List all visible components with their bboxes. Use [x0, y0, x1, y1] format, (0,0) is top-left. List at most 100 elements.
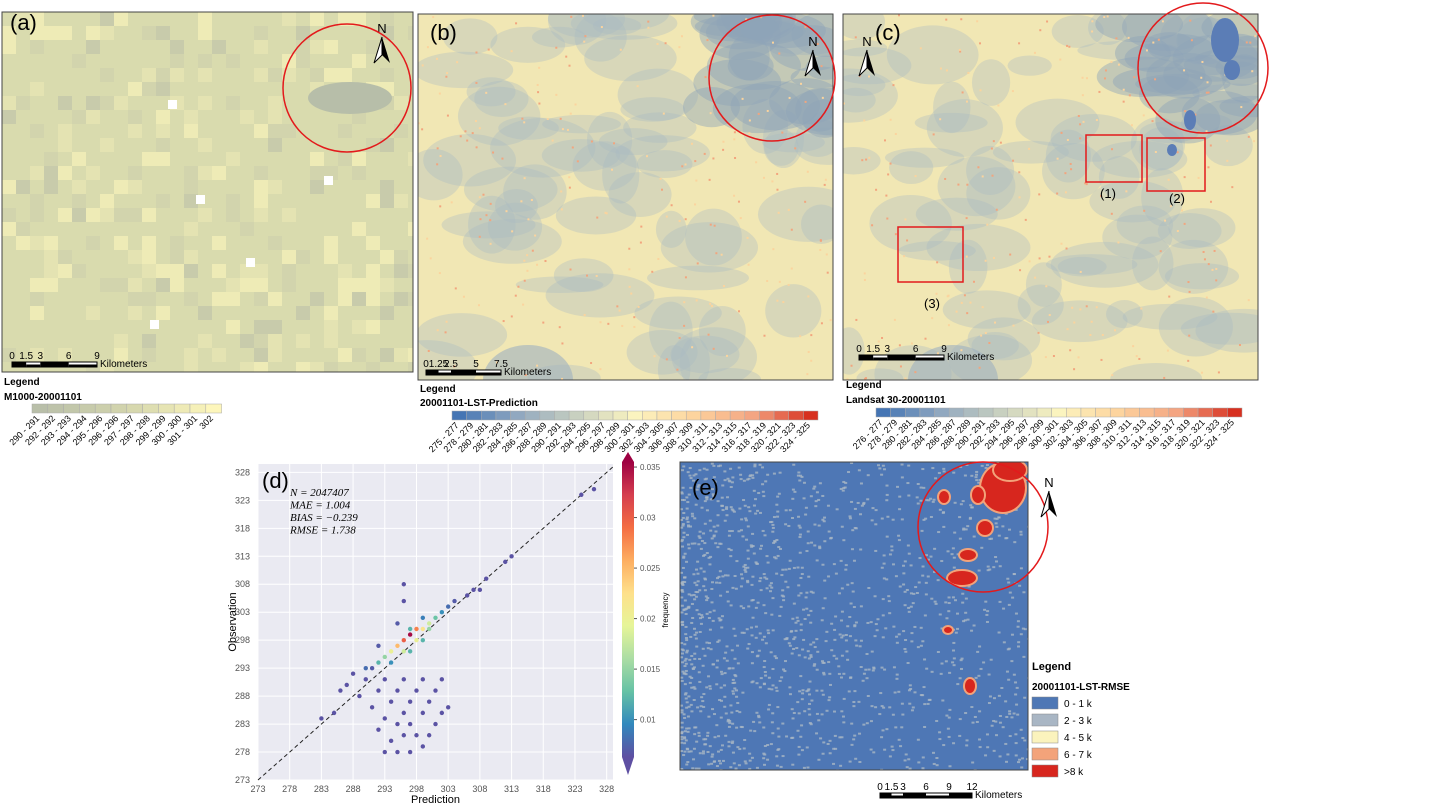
- map-pixel: [1005, 670, 1009, 673]
- map-pixel: [771, 668, 775, 671]
- map-pixel: [702, 467, 706, 470]
- map-pixel: [715, 252, 718, 255]
- map-pixel: [914, 586, 918, 589]
- map-region: [683, 86, 740, 128]
- map-pixel: [881, 598, 885, 601]
- map-pixel: [700, 614, 704, 617]
- map-pixel: [763, 745, 767, 748]
- map-pixel: [899, 365, 902, 368]
- map-pixel: [628, 268, 631, 271]
- map-pixel: [212, 236, 226, 250]
- map-pixel: [781, 755, 785, 758]
- map-pixel: [380, 306, 394, 320]
- map-pixel: [902, 572, 906, 575]
- map-pixel: [778, 679, 782, 682]
- map-pixel: [800, 566, 804, 569]
- legend-swatch: [1183, 407, 1199, 418]
- map-pixel: [156, 306, 170, 320]
- map-pixel: [862, 672, 866, 675]
- map-pixel: [1019, 533, 1023, 536]
- map-pixel: [426, 237, 429, 240]
- x-tick-label: 313: [504, 784, 519, 794]
- map-pixel: [1012, 573, 1016, 576]
- stat-annotation: N = 2047407: [289, 487, 349, 499]
- map-pixel: [715, 724, 719, 727]
- map-pixel: [986, 569, 990, 572]
- map-pixel: [840, 587, 844, 590]
- map-region: [757, 186, 833, 242]
- map-pixel: [799, 629, 803, 632]
- map-pixel: [30, 124, 44, 138]
- legend-swatch: [1031, 747, 1059, 761]
- map-pixel: [752, 489, 756, 492]
- map-pixel: [742, 631, 746, 634]
- map-pixel: [741, 691, 745, 694]
- map-pixel: [1098, 90, 1101, 93]
- map-region: [657, 345, 691, 380]
- map-pixel: [86, 306, 100, 320]
- map-pixel: [941, 699, 945, 702]
- map-pixel: [769, 582, 773, 585]
- map-pixel: [964, 712, 968, 715]
- map-pixel: [58, 348, 72, 362]
- map-pixel: [1004, 700, 1008, 703]
- map-pixel: [875, 629, 879, 632]
- map-pixel: [254, 180, 268, 194]
- scale-label: 6: [923, 782, 929, 793]
- map-pixel: [827, 575, 831, 578]
- map-pixel: [858, 645, 862, 648]
- map-pixel: [903, 590, 907, 593]
- north-arrow: [1049, 491, 1057, 517]
- map-pixel: [695, 631, 699, 634]
- map-pixel: [495, 361, 498, 364]
- scatter-point: [471, 587, 476, 593]
- map-pixel: [719, 762, 723, 765]
- map-pixel: [128, 236, 142, 250]
- map-region: [762, 15, 813, 57]
- map-pixel: [781, 722, 785, 725]
- map-pixel: [394, 110, 408, 124]
- map-pixel: [475, 51, 478, 54]
- scale-segment: [887, 355, 916, 360]
- map-pixel: [894, 233, 897, 236]
- map-pixel: [774, 557, 778, 560]
- map-pixel: [720, 615, 724, 618]
- map-pixel: [801, 689, 805, 692]
- map-pixel: [1017, 641, 1021, 644]
- map-pixel: [843, 486, 847, 489]
- map-pixel: [695, 299, 698, 302]
- map-pixel: [759, 677, 763, 680]
- map-pixel: [338, 292, 352, 306]
- map-pixel: [966, 183, 969, 186]
- map-pixel: [861, 679, 865, 682]
- map-pixel: [521, 117, 524, 120]
- map-pixel: [792, 638, 796, 641]
- map-pixel: [905, 766, 909, 769]
- map-pixel: [226, 152, 240, 166]
- map-region: [1192, 83, 1258, 104]
- map-pixel: [844, 481, 848, 484]
- map-pixel: [902, 564, 906, 567]
- map-pixel: [58, 250, 72, 264]
- map-pixel: [1012, 159, 1015, 162]
- map-pixel: [665, 358, 668, 361]
- map-pixel: [254, 26, 268, 40]
- scatter-point: [579, 492, 584, 497]
- map-region: [843, 14, 886, 40]
- map-pixel: [156, 124, 170, 138]
- map-pixel: [787, 642, 791, 645]
- map-pixel: [907, 494, 911, 497]
- map-pixel: [683, 730, 687, 733]
- map-pixel: [763, 334, 766, 337]
- map-pixel: [681, 545, 685, 548]
- map-pixel: [890, 549, 894, 552]
- map-pixel: [697, 484, 701, 487]
- map-pixel: [1164, 219, 1167, 222]
- map-pixel: [759, 577, 763, 580]
- map-pixel: [807, 350, 810, 353]
- map-pixel: [820, 619, 824, 622]
- map-pixel: [246, 258, 255, 267]
- map-pixel: [768, 590, 772, 593]
- map-pixel: [366, 264, 380, 278]
- map-region: [948, 571, 976, 585]
